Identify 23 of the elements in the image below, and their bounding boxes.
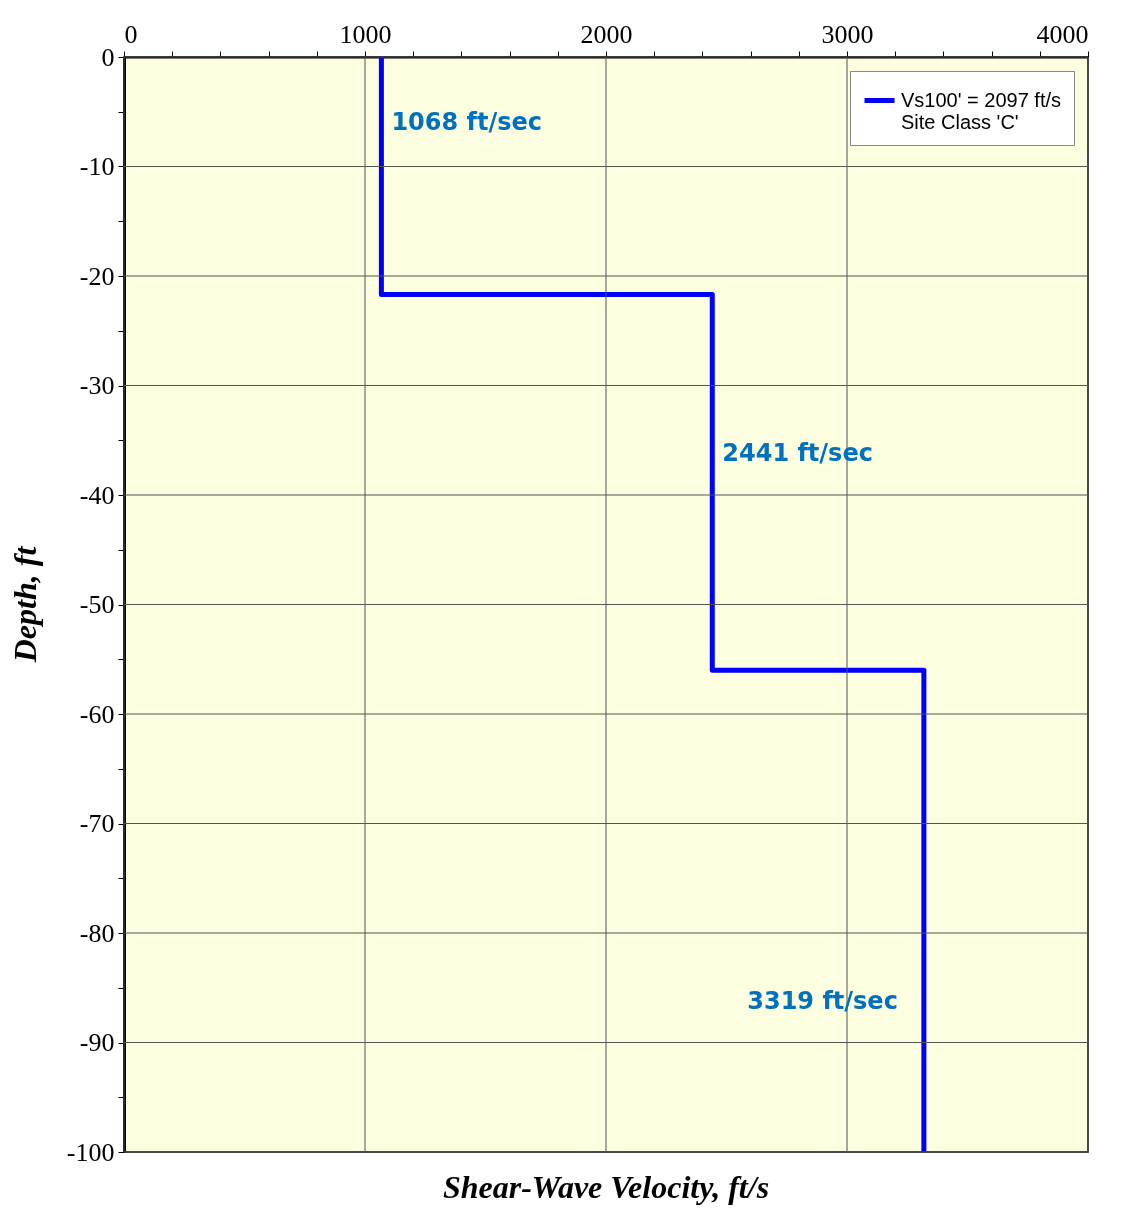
y-tick-label: -70 (79, 809, 115, 838)
annotation: 2441 ft/sec (722, 439, 873, 468)
y-tick-label: -90 (79, 1028, 115, 1057)
annotation: 3319 ft/sec (747, 986, 898, 1015)
x-tick-label: 3000 (821, 19, 874, 49)
annotation: 1068 ft/sec (391, 107, 543, 136)
x-tick-label: 2000 (580, 19, 633, 49)
y-tick-label: -30 (79, 371, 115, 400)
x-axis-title: Shear-Wave Velocity, ft/s (442, 1169, 770, 1205)
y-tick-label: -80 (79, 918, 115, 948)
y-tick-label: -20 (79, 261, 115, 291)
y-tick-label: -50 (79, 590, 115, 619)
y-axis-title: Depth, ft (7, 545, 43, 664)
y-tick-label: -40 (79, 480, 115, 510)
legend-label: Vs100' = 2097 ft/s (901, 88, 1062, 111)
x-tick-label: 1000 (339, 19, 392, 49)
x-tick-label: 4000 (1036, 19, 1089, 49)
y-tick-label: -60 (79, 699, 115, 729)
y-tick-label: -10 (79, 152, 115, 181)
x-tick-label: 0 (124, 19, 138, 49)
y-tick-label: -100 (66, 1137, 115, 1167)
annotation: Site Class 'C' (901, 110, 1019, 133)
y-tick-label: 0 (101, 42, 115, 72)
